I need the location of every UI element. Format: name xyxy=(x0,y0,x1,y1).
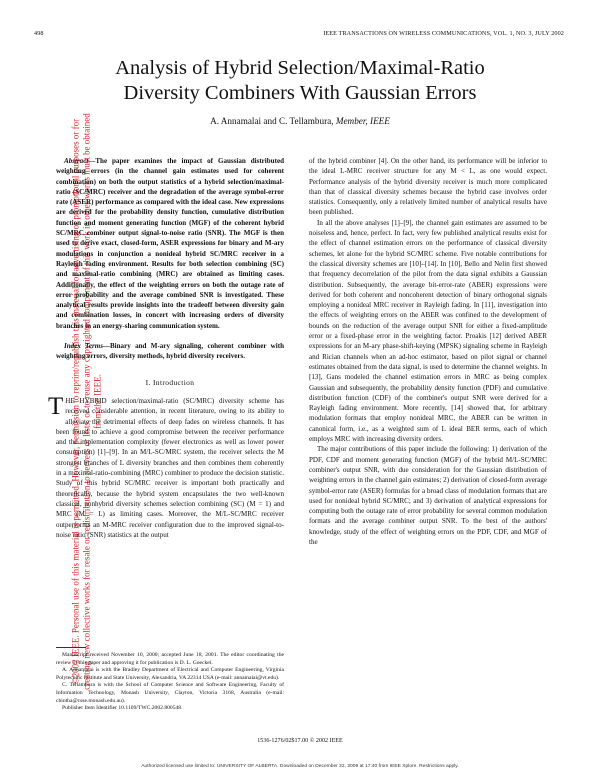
download-notice: Authorized licensed use limited to: UNIV… xyxy=(141,764,459,769)
author-line: A. Annamalai and C. Tellambura, Member, … xyxy=(40,116,560,126)
intro-paragraph: T HE HYBRID selection/maximal-ratio (SC/M… xyxy=(48,394,284,540)
right-paragraph-2: In all the above analyses [1]–[9], the c… xyxy=(309,218,547,444)
paper-title: Analysis of Hybrid Selection/Maximal-Rat… xyxy=(40,56,560,106)
section-heading: I. Introduction xyxy=(145,377,195,387)
abstract-lead: Abstract— xyxy=(64,157,96,165)
abstract: Abstract—The paper examines the impact o… xyxy=(56,156,284,331)
page-number: 498 xyxy=(34,30,44,37)
author-role: Member, IEEE xyxy=(335,116,390,126)
right-paragraph-1: of the hybrid combiner [4]. On the other… xyxy=(309,157,547,217)
footnote-author-1: A. Annamalai is with the Bradley Departm… xyxy=(56,667,284,681)
index-terms-text: Binary and M-ary signaling, coherent com… xyxy=(56,342,284,361)
index-terms: Index Terms—Binary and M-ary signaling, … xyxy=(56,341,284,362)
footnote-identifier: Publisher Item Identifier 10.1109/TWC.20… xyxy=(62,705,183,712)
abstract-text: The paper examines the impact of Gaussia… xyxy=(56,157,284,330)
right-column: of the hybrid combiner [4]. On the other… xyxy=(309,156,547,547)
title-line-1: Analysis of Hybrid Selection/Maximal-Rat… xyxy=(115,57,485,79)
title-line-2: Diversity Combiners With Gaussian Errors xyxy=(123,82,477,104)
right-paragraph-3: The major contributions of this paper in… xyxy=(309,445,547,546)
drop-cap: T xyxy=(48,392,64,420)
intro-text: HE HYBRID selection/maximal-ratio (SC/MR… xyxy=(56,396,284,539)
footnotes: Manuscript received November 10, 2000; a… xyxy=(56,652,284,713)
author-names: A. Annamalai and C. Tellambura, xyxy=(210,116,336,126)
footnote-rule xyxy=(56,647,86,648)
journal-header: IEEE TRANSACTIONS ON WIRELESS COMMUNICAT… xyxy=(323,30,564,37)
left-column: Abstract—The paper examines the impact o… xyxy=(48,156,284,540)
footnote-manuscript: Manuscript received November 10, 2000; a… xyxy=(56,652,284,666)
footnote-author-2: C. Tellambura is with the School of Comp… xyxy=(56,682,284,704)
copyright-line: 1536-1276/02$17.00 © 2002 IEEE xyxy=(257,738,343,744)
index-terms-lead: Index Terms— xyxy=(64,342,110,351)
